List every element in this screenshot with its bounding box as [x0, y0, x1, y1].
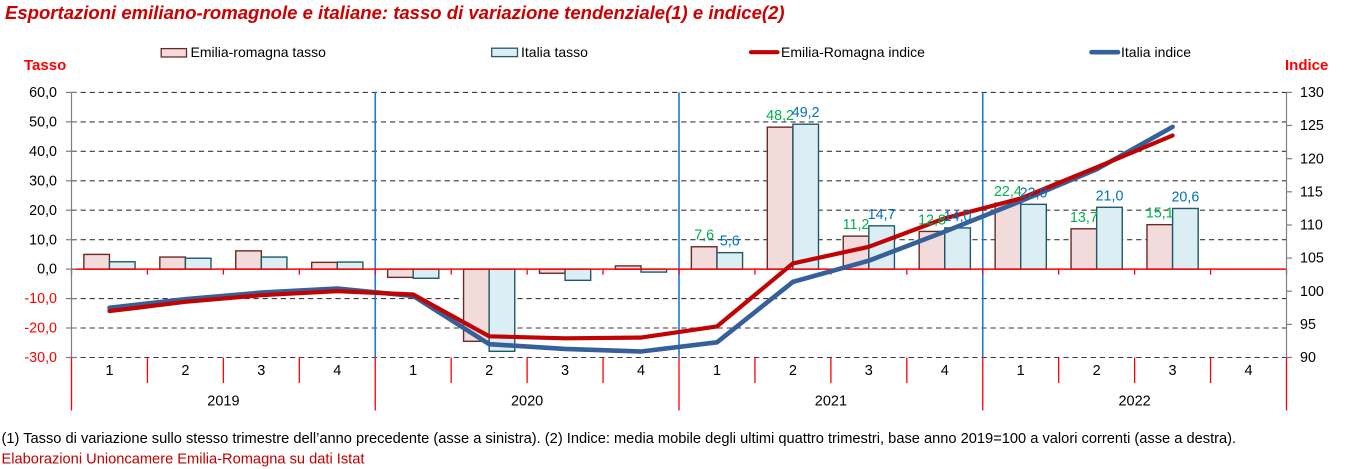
svg-text:13,7: 13,7: [1070, 210, 1098, 226]
svg-text:Indice: Indice: [1285, 57, 1328, 74]
svg-text:95: 95: [1300, 317, 1316, 333]
svg-text:2: 2: [181, 363, 189, 379]
svg-text:4: 4: [941, 363, 949, 379]
svg-text:50,0: 50,0: [29, 115, 57, 131]
svg-text:0,0: 0,0: [37, 262, 57, 278]
svg-text:49,2: 49,2: [792, 105, 820, 121]
svg-text:125: 125: [1300, 118, 1324, 134]
svg-text:2020: 2020: [511, 394, 543, 410]
svg-text:12,8: 12,8: [918, 212, 946, 228]
svg-text:4: 4: [333, 363, 341, 379]
svg-text:48,2: 48,2: [766, 108, 794, 124]
svg-text:Elaborazioni Unioncamere Emili: Elaborazioni Unioncamere Emilia-Romagna …: [2, 452, 365, 468]
svg-text:2019: 2019: [207, 394, 239, 410]
svg-text:14,7: 14,7: [868, 207, 896, 223]
svg-text:110: 110: [1300, 218, 1323, 234]
svg-text:20,6: 20,6: [1171, 190, 1199, 206]
svg-text:1: 1: [105, 363, 113, 379]
svg-text:Emilia-Romagna indice: Emilia-Romagna indice: [781, 44, 925, 60]
svg-text:105: 105: [1300, 251, 1324, 267]
svg-text:Tasso: Tasso: [24, 57, 66, 74]
svg-text:3: 3: [1169, 363, 1177, 379]
svg-text:21,0: 21,0: [1096, 188, 1124, 204]
svg-text:2: 2: [485, 363, 493, 379]
svg-text:-20,0: -20,0: [24, 321, 57, 337]
svg-text:5,6: 5,6: [720, 234, 740, 250]
svg-text:7,6: 7,6: [694, 228, 714, 244]
svg-text:60,0: 60,0: [29, 85, 57, 101]
svg-text:3: 3: [865, 363, 873, 379]
svg-text:-10,0: -10,0: [24, 291, 57, 307]
svg-text:130: 130: [1300, 85, 1324, 101]
svg-text:3: 3: [561, 363, 569, 379]
svg-text:Italia indice: Italia indice: [1121, 44, 1191, 60]
svg-text:1: 1: [409, 363, 417, 379]
svg-text:40,0: 40,0: [29, 144, 57, 160]
svg-text:115: 115: [1300, 184, 1323, 200]
svg-text:4: 4: [1244, 363, 1252, 379]
svg-text:14,0: 14,0: [944, 209, 972, 225]
svg-text:4: 4: [637, 363, 645, 379]
svg-text:2: 2: [789, 363, 797, 379]
svg-text:22,4: 22,4: [994, 184, 1022, 200]
svg-text:2021: 2021: [815, 394, 847, 410]
svg-text:3: 3: [257, 363, 265, 379]
svg-text:1: 1: [1017, 363, 1025, 379]
svg-text:10,0: 10,0: [29, 232, 57, 248]
svg-text:100: 100: [1300, 284, 1324, 300]
svg-text:15,1: 15,1: [1146, 206, 1174, 222]
svg-text:20,0: 20,0: [29, 203, 57, 219]
svg-text:2022: 2022: [1118, 394, 1150, 410]
svg-text:22,0: 22,0: [1020, 185, 1048, 201]
svg-text:Italia tasso: Italia tasso: [521, 44, 588, 60]
svg-text:120: 120: [1300, 151, 1324, 167]
svg-text:-30,0: -30,0: [24, 350, 57, 366]
svg-text:11,2: 11,2: [843, 217, 870, 233]
svg-text:90: 90: [1300, 350, 1316, 366]
svg-text:Emilia-romagna tasso: Emilia-romagna tasso: [191, 44, 327, 60]
svg-text:1: 1: [713, 363, 721, 379]
svg-text:2: 2: [1093, 363, 1101, 379]
svg-text:Esportazioni emiliano-romagnol: Esportazioni emiliano-romagnole e italia…: [5, 2, 785, 23]
svg-text:30,0: 30,0: [29, 173, 57, 189]
svg-text:(1) Tasso di variazione sullo: (1) Tasso di variazione sullo stesso tri…: [2, 431, 1237, 447]
